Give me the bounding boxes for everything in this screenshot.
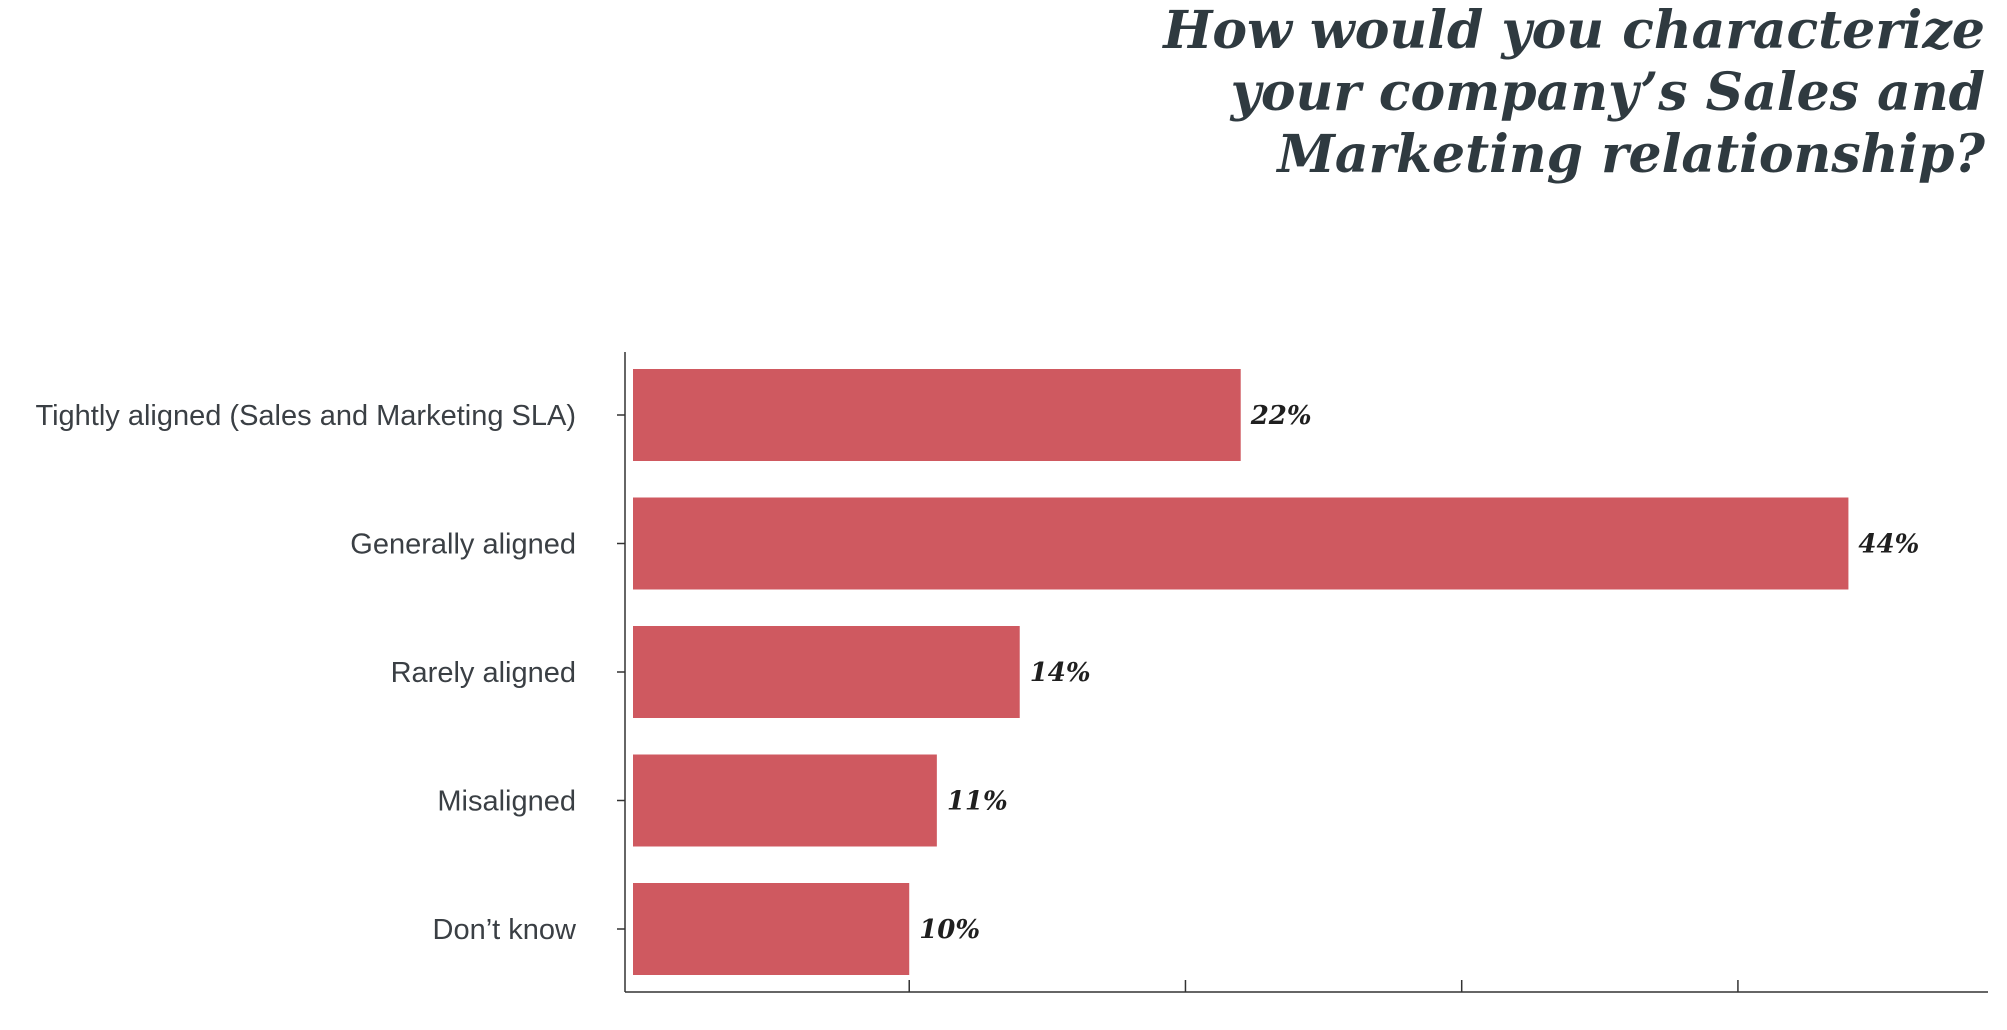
bar — [633, 754, 937, 847]
bars-layer — [633, 369, 1849, 975]
value-label: 11% — [947, 787, 1008, 817]
value-label: 14% — [1030, 658, 1091, 688]
chart-title: How would you characterize your company’… — [1163, 0, 1985, 185]
category-label: Generally aligned — [350, 529, 576, 561]
labels-layer: Tightly aligned (Sales and Marketing SLA… — [35, 400, 1919, 946]
axis-layer — [617, 352, 1988, 993]
category-label: Rarely aligned — [391, 657, 576, 689]
category-label: Tightly aligned (Sales and Marketing SLA… — [35, 400, 576, 432]
category-label: Don’t know — [433, 914, 578, 946]
bar — [633, 497, 1849, 590]
bar — [633, 369, 1241, 461]
value-label: 22% — [1250, 401, 1312, 431]
category-label: Misaligned — [437, 786, 576, 818]
bar — [633, 883, 910, 975]
bar — [633, 626, 1020, 718]
value-label: 10% — [919, 915, 980, 945]
value-label: 44% — [1858, 530, 1919, 560]
